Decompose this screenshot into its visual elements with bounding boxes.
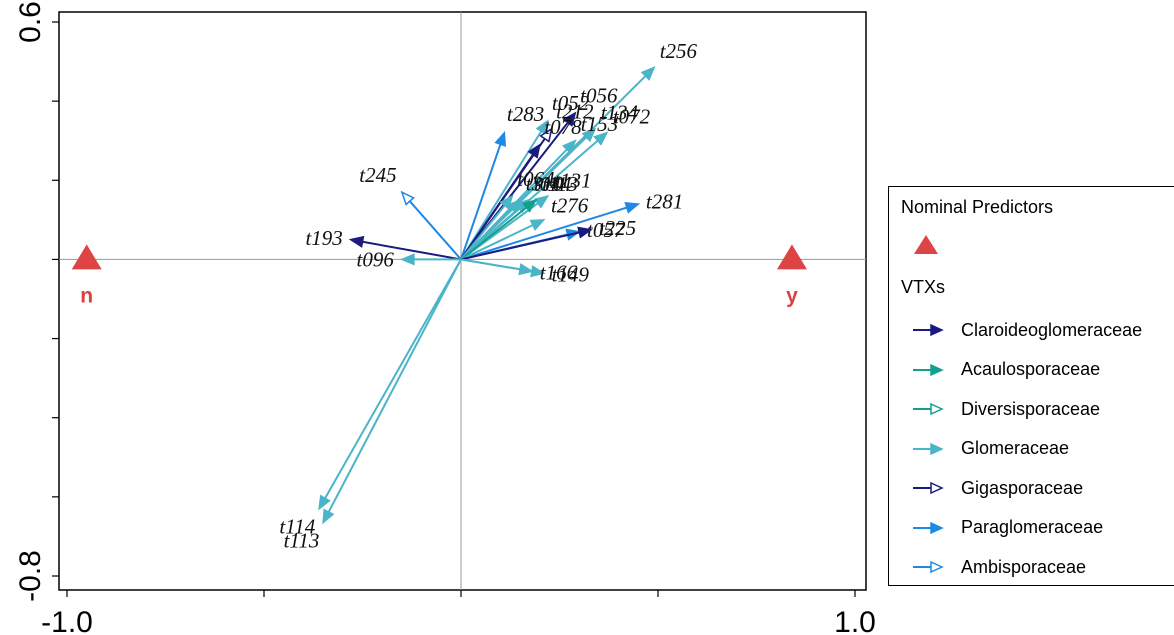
vector-label: t072 (613, 105, 651, 129)
legend-item-label: Acaulosporaceae (961, 359, 1101, 379)
vector-line-t064 (460, 204, 506, 261)
vector-label: t057 (587, 218, 626, 242)
vector-head-t193 (348, 235, 365, 248)
legend-item: Claroideoglomeraceae (911, 319, 1142, 341)
legend-arrow-icon (913, 363, 944, 376)
legend-item: Glomeraceae (911, 438, 1069, 460)
zero-lines (59, 12, 866, 590)
vector-line-t166 (460, 258, 521, 271)
vector-head-t113 (322, 508, 335, 525)
vector-label: t310 (526, 171, 564, 195)
legend: Nominal Predictors VTXs Claroideoglomera… (888, 186, 1174, 586)
vector-head-t281 (624, 201, 641, 214)
vector-line-t052 (460, 130, 543, 260)
vector-line-t281 (460, 206, 628, 261)
tick-labels: -1.0 1.0 0.6 -0.8 (14, 1, 876, 635)
vector-label: t056 (580, 84, 618, 108)
vector-label: t096 (357, 247, 395, 271)
legend-item: Ambisporaceae (911, 556, 1086, 578)
vector-line-t113 (327, 258, 462, 513)
vector-head-t256 (640, 66, 656, 81)
vector-head-t131 (533, 194, 550, 209)
vector-head-t166 (518, 263, 534, 276)
legend-vtx-title: VTXs (901, 277, 946, 297)
vector-label: t149 (552, 263, 590, 287)
vector-head-t245 (400, 190, 415, 206)
vector-head-t056 (562, 111, 577, 127)
vector-label: t212 (556, 99, 594, 123)
axis-ticks (52, 21, 856, 597)
vector-label: t153 (581, 112, 618, 136)
legend-arrow-icon (913, 481, 944, 495)
y-tick-label: -0.8 (14, 550, 47, 602)
vector-label: t131 (554, 168, 591, 192)
legend-item-label: Ambisporaceae (961, 556, 1087, 577)
vector-label: t283 (507, 102, 544, 126)
vector-line-t193 (362, 240, 462, 261)
predictor-marker-n (71, 244, 102, 270)
vector-head-t225 (577, 226, 593, 239)
vector-line-t114 (324, 258, 462, 499)
predictor-label: y (786, 284, 798, 307)
plot-frame (58, 11, 867, 591)
vector-head-t096 (399, 253, 415, 266)
legend-item: Diversisporaceae (911, 398, 1100, 420)
vector-label: t114 (279, 515, 315, 539)
vector-label: t281 (646, 190, 683, 214)
vector-line-t078 (460, 153, 534, 260)
vector-label: t064 (517, 167, 555, 191)
vector-head-t072 (593, 131, 609, 146)
vector-line-t245 (409, 200, 462, 261)
vector-line-t225 (460, 231, 580, 261)
vector-head-t153 (562, 139, 577, 155)
vector-label: t044 (534, 172, 572, 196)
vector-head-t134 (581, 127, 597, 143)
vector-label: t245 (359, 163, 396, 187)
vector-label: t166 (540, 261, 578, 285)
vector-head-t113 (522, 198, 538, 213)
vector-label: t193 (305, 226, 342, 250)
legend-item-label: Paraglomeraceae (961, 517, 1104, 537)
vector-label: t134 (601, 100, 639, 124)
predictor-label: n (80, 284, 93, 307)
vector-line-t283 (460, 143, 502, 260)
legend-arrow-icon (913, 323, 944, 337)
vector-head-t052 (535, 119, 549, 135)
vector-head-t283 (494, 130, 507, 147)
legend-item: Gigasporaceae (911, 477, 1083, 499)
legend-item-label: Gigasporaceae (961, 477, 1084, 498)
legend-item: Paraglomeraceae (911, 517, 1103, 539)
vector-head-t078 (527, 143, 541, 159)
legend-item-label: Diversisporaceae (961, 398, 1101, 419)
vector-label: t113 (284, 529, 320, 553)
x-tick-label: 1.0 (834, 606, 876, 635)
legend-item-label: Glomeraceae (961, 438, 1070, 458)
vector-head-t114 (318, 494, 331, 511)
vector-label: t052 (552, 91, 590, 115)
predictor-marker-y (776, 244, 807, 270)
legend-arrow-icon (913, 402, 944, 416)
vector-label: t256 (660, 39, 698, 63)
vector-label: t113 (542, 172, 578, 196)
vector-label: t225 (599, 216, 636, 240)
legend-predictors-title: Nominal Predictors (901, 197, 1054, 217)
vector-label: t276 (551, 193, 589, 217)
legend-arrow-icon (913, 442, 944, 455)
y-tick-label: 0.6 (14, 1, 47, 43)
legend-item-label: Claroideoglomeraceae (961, 319, 1143, 340)
legend-item: Acaulosporaceae (911, 359, 1100, 381)
vector-label: t078 (544, 115, 582, 139)
legend-predictor-marker (914, 235, 938, 254)
x-tick-label: -1.0 (41, 606, 93, 635)
legend-arrow-icon (913, 560, 944, 574)
vector-line-t113 (460, 206, 528, 261)
vector-head-t212 (539, 127, 553, 143)
legend-arrow-icon (913, 521, 944, 534)
vector-line-t276 (460, 224, 534, 261)
vector-head-t276 (529, 219, 546, 231)
